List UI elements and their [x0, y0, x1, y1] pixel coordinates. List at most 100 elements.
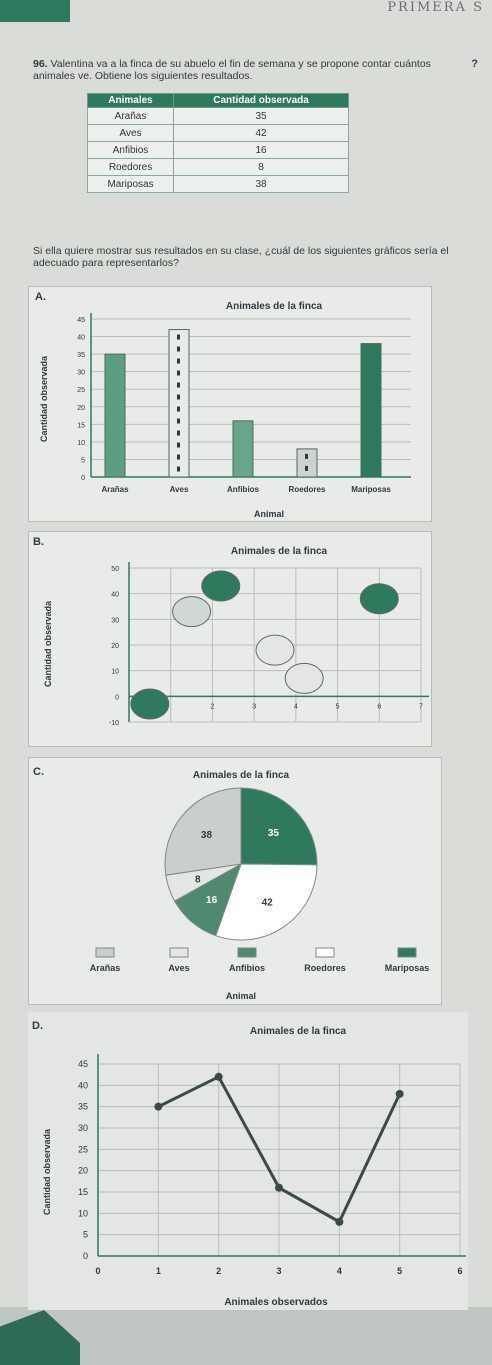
x-tick-label: 1: [156, 1266, 161, 1276]
x-tick-label: 3: [252, 703, 256, 710]
scatter-point: [130, 688, 170, 720]
y-tick-label: 20: [77, 405, 85, 412]
y-tick-label: 25: [77, 387, 85, 394]
option-a-panel[interactable]: A. Animales de la finca Cantidad observa…: [28, 286, 432, 522]
x-tick-label: 5: [397, 1266, 402, 1276]
legend-swatch: [95, 947, 115, 958]
y-tick-label: 45: [78, 1059, 88, 1069]
y-tick-label: 10: [77, 440, 85, 447]
y-tick-label: 35: [77, 352, 85, 359]
question-number: 96.: [33, 58, 48, 70]
table-header: Cantidad observada: [173, 93, 349, 108]
bar-pattern-mark: [177, 394, 180, 400]
option-c-letter: C.: [33, 766, 44, 778]
table-cell: Mariposas: [86, 175, 175, 193]
legend-swatch: [315, 947, 335, 958]
question-mark: ?: [471, 58, 478, 70]
y-tick-label: 0: [83, 1251, 88, 1261]
table-cell: 35: [173, 107, 349, 125]
table-row: Aves 42: [86, 124, 349, 142]
y-axis-label: Cantidad observada: [39, 355, 49, 442]
background-strip: [0, 1307, 492, 1365]
bar: [168, 329, 190, 478]
pie-slice-label: 8: [195, 875, 201, 886]
y-tick-label: 35: [78, 1102, 88, 1112]
bar-pattern-mark: [305, 453, 308, 459]
option-b-panel[interactable]: B. Animales de la finca Cantidad observa…: [28, 531, 432, 747]
question-prompt: Si ella quiere mostrar sus resultados en…: [33, 245, 449, 269]
x-axis-label: Animal: [226, 991, 256, 1001]
data-point: [154, 1102, 163, 1111]
corner-decoration: [0, 0, 70, 22]
pie-slice: [240, 787, 318, 866]
bar: [360, 343, 382, 478]
x-tick-label: 6: [457, 1266, 462, 1276]
bar-pattern-mark: [177, 406, 180, 412]
legend-swatch: [169, 947, 189, 958]
bar-pattern-mark: [177, 466, 180, 472]
scatter-point: [255, 634, 295, 666]
scatter-point: [172, 596, 212, 628]
x-tick-label: 0: [95, 1266, 100, 1276]
table-cell: Arañas: [86, 107, 175, 125]
y-tick-label: 30: [77, 370, 85, 377]
y-tick-label: 40: [78, 1080, 88, 1090]
bar: [232, 420, 254, 478]
option-d-line-chart: Animales de la finca Cantidad observada …: [42, 1026, 466, 1308]
x-tick-label: 4: [294, 703, 298, 710]
pie-slice: [164, 787, 242, 876]
table-cell: 38: [173, 175, 349, 193]
x-tick-label: Aves: [170, 485, 189, 494]
y-tick-label: 20: [78, 1166, 88, 1176]
data-point: [275, 1183, 283, 1192]
question-text: 96. Valentina va a la finca de su abuelo…: [33, 58, 473, 82]
bar-pattern-mark: [177, 442, 180, 448]
x-tick-label: 2: [216, 1266, 221, 1276]
option-d-letter: D.: [32, 1020, 43, 1032]
x-tick-label: 7: [419, 703, 423, 710]
scatter-point: [201, 570, 241, 602]
y-tick-label: 30: [111, 617, 119, 624]
y-tick-label: 15: [77, 422, 85, 429]
chart-title: Animales de la finca: [226, 301, 323, 312]
page-header-word: PRIMERA S: [387, 0, 484, 15]
y-tick-label: 40: [111, 592, 119, 599]
question-body: Valentina va a la finca de su abuelo el …: [33, 58, 431, 82]
pie-slice: [215, 863, 318, 941]
chart-title: Animales de la finca: [193, 770, 290, 781]
x-tick-label: 4: [337, 1266, 342, 1276]
pie-slice-label: 38: [201, 830, 213, 841]
y-tick-label: 5: [83, 1230, 88, 1240]
y-tick-label: 5: [81, 457, 85, 464]
table-cell: Aves: [86, 124, 175, 142]
bar-pattern-mark: [177, 334, 180, 340]
x-axis-label: Animales observados: [224, 1297, 328, 1308]
table-row: Mariposas 38: [86, 175, 349, 193]
bar-pattern-mark: [305, 465, 308, 471]
y-tick-label: 40: [77, 335, 85, 342]
legend-swatch: [397, 947, 417, 958]
bar-pattern-mark: [177, 454, 180, 460]
x-tick-label: 3: [276, 1266, 281, 1276]
y-axis-label: Cantidad observada: [43, 600, 53, 687]
option-c-panel[interactable]: C. Animales de la finca Animal 35 42 16 8 38…: [28, 757, 442, 1005]
y-tick-label: 20: [111, 643, 119, 650]
option-c-pie-chart: Animales de la finca Animal 35 42 16 8 38 Ara…: [90, 770, 430, 1001]
bar-pattern-mark: [177, 418, 180, 424]
bar-pattern-mark: [177, 430, 180, 436]
legend-swatch: [237, 947, 257, 958]
x-axis-label: Animal: [254, 509, 284, 519]
table-cell: 8: [173, 158, 349, 176]
pie-slice-label: 35: [268, 828, 280, 839]
table-header: Animales: [86, 93, 175, 108]
data-point: [395, 1089, 404, 1098]
table-cell: 42: [173, 124, 349, 142]
scatter-point: [359, 583, 399, 615]
y-tick-label: 25: [78, 1144, 88, 1154]
option-a-letter: A.: [35, 291, 46, 303]
option-d-panel[interactable]: D. Animales de la finca Cantidad observa…: [28, 1012, 468, 1310]
y-tick-label: 50: [111, 566, 119, 573]
chart-title: Animales de la finca: [231, 546, 328, 557]
scatter-point: [284, 662, 324, 694]
bar-pattern-mark: [177, 346, 180, 352]
